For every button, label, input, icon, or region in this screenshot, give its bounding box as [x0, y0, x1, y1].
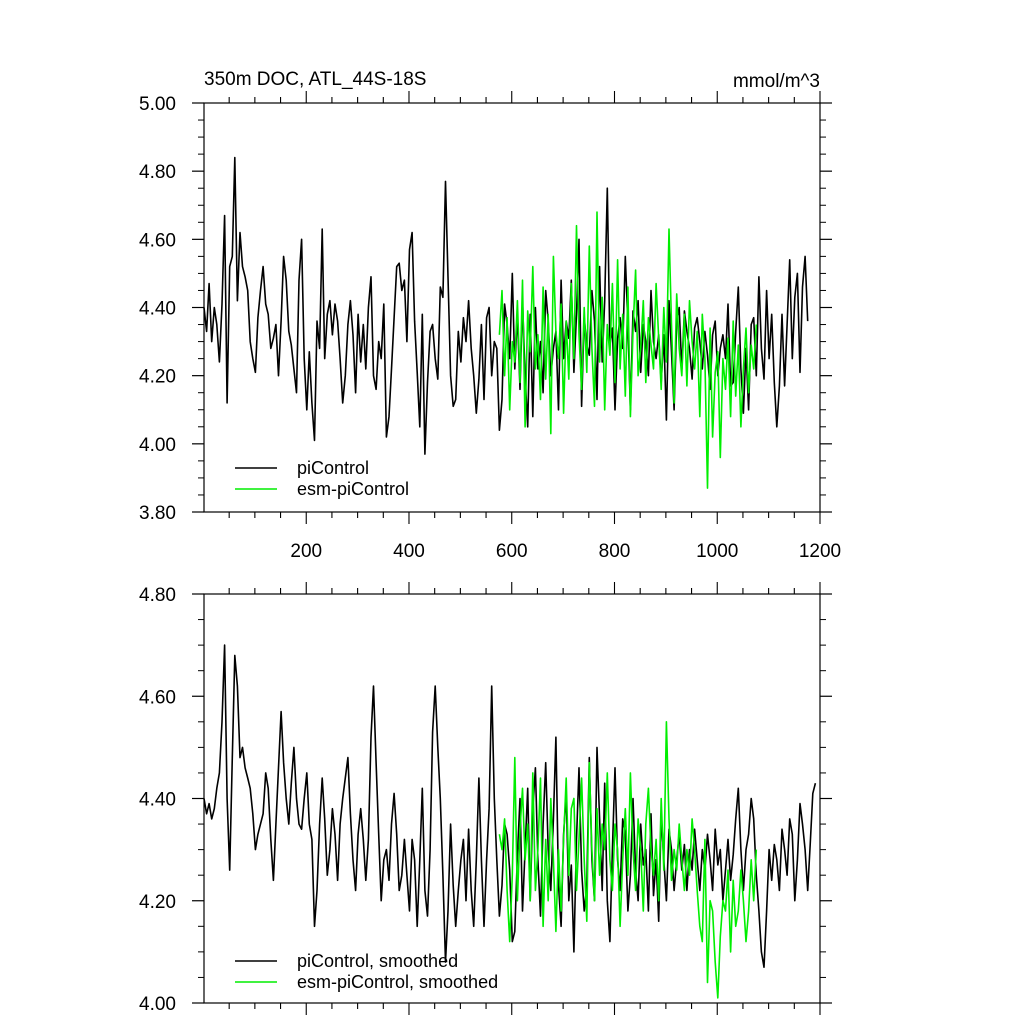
x-tick-label: 400	[393, 541, 425, 562]
series-line-1	[498, 721, 758, 999]
x-tick-label: 800	[599, 541, 631, 562]
x-tick-label: 1200	[799, 541, 841, 562]
series-line-0	[203, 156, 809, 455]
units-label: mmol/m^3	[733, 71, 820, 92]
y-tick-label: 4.00	[139, 435, 176, 456]
legend-label: piControl	[297, 458, 369, 478]
y-tick-label: 4.20	[139, 892, 176, 913]
y-tick-label: 4.40	[139, 299, 176, 320]
y-tick-label: 4.00	[139, 994, 176, 1015]
legend-label: esm-piControl	[297, 479, 409, 499]
y-tick-label: 3.80	[139, 503, 176, 524]
y-tick-label: 4.60	[139, 230, 176, 251]
series-line-1	[498, 211, 758, 489]
chart-panel-top: 350m DOC, ATL_44S-18S mmol/m^3 3.80 4.00 4…	[139, 69, 841, 562]
chart-title: 350m DOC, ATL_44S-18S	[204, 69, 426, 90]
series-line-0	[203, 644, 817, 968]
y-tick-label: 4.60	[139, 687, 176, 708]
y-tick-label: 4.40	[139, 790, 176, 811]
legend-label: piControl, smoothed	[297, 951, 458, 971]
y-tick-label: 5.00	[139, 94, 176, 115]
x-tick-label: 600	[496, 541, 528, 562]
chart-panel-bottom: 4.00 4.20 4.40 4.60 4.80 piControl, smoothede…	[139, 582, 832, 1015]
x-tick-label: 1000	[696, 541, 738, 562]
y-tick-label: 4.80	[139, 162, 176, 183]
y-tick-label: 4.80	[139, 585, 176, 606]
legend-label: esm-piControl, smoothed	[297, 972, 498, 992]
x-tick-label: 200	[290, 541, 322, 562]
y-tick-label: 4.20	[139, 367, 176, 388]
